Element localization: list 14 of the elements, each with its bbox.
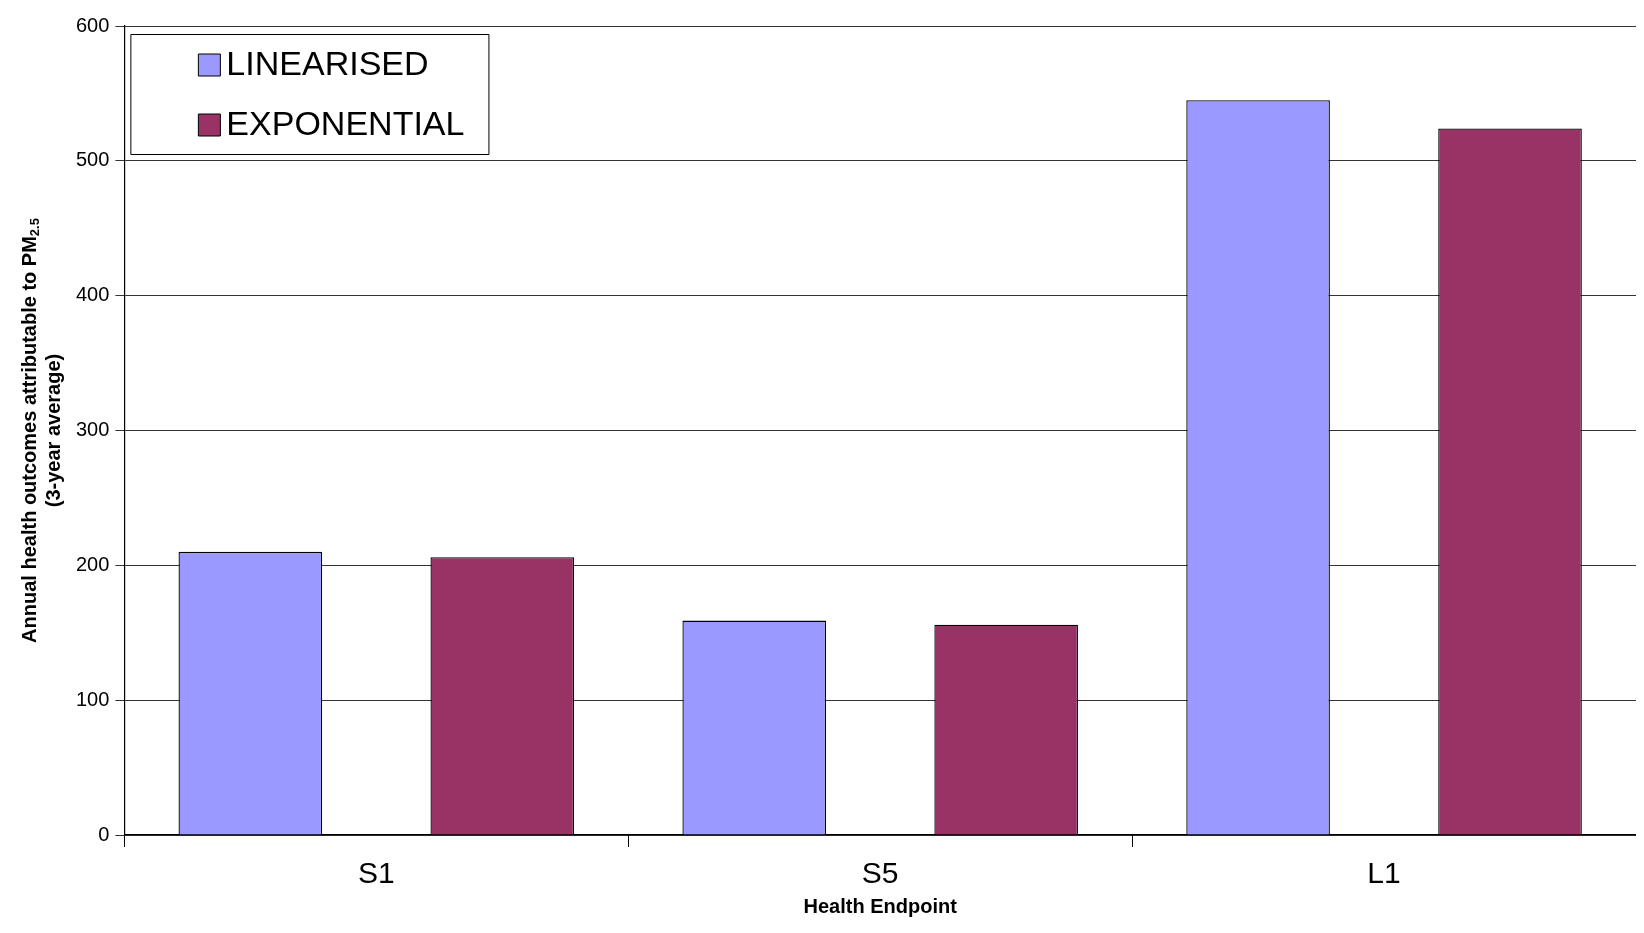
x-tick-label: S1: [357, 856, 395, 890]
x-tick-label: L1: [1367, 856, 1401, 890]
y-tick-label: 300: [75, 418, 110, 441]
y-tick-label: 500: [75, 148, 110, 171]
y-tick-label: 200: [75, 552, 110, 575]
legend-label: EXPONENTIAL: [226, 104, 465, 143]
x-axis-title: Health Endpoint: [803, 894, 958, 917]
y-tick-label: 600: [75, 13, 110, 36]
text: Annual health outcomes attributable to PM2.5 (3-year average): [17, 218, 64, 643]
y-tick-label: 100: [75, 687, 110, 710]
legend-label: LINEARISED: [226, 44, 429, 83]
y-tick-label: 400: [75, 283, 110, 306]
x-tick-label: S5: [861, 856, 899, 890]
y-tick-label: 0: [98, 822, 110, 845]
